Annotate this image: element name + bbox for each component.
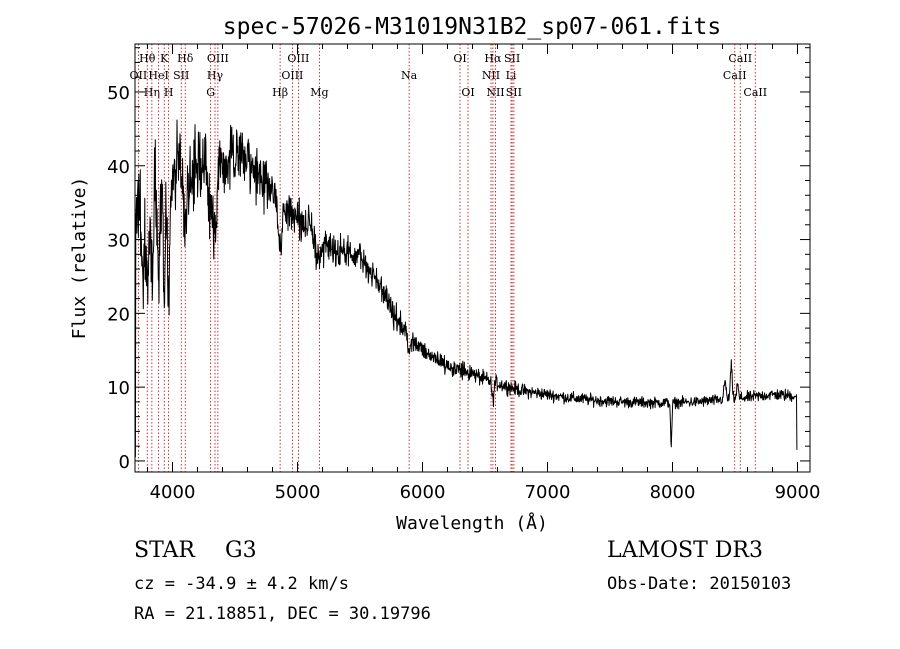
y-tick-label-3: 30 xyxy=(107,231,130,252)
y-tick-label-1: 10 xyxy=(107,378,130,399)
line-label-18: Hα xyxy=(484,52,502,65)
y-tick-label-4: 40 xyxy=(107,157,130,178)
redshift-label: cz = -34.9 ± 4.2 km/s xyxy=(134,574,349,594)
object-class: STAR xyxy=(134,538,195,563)
line-label-26: CaII xyxy=(743,86,767,99)
y-tick-label-2: 20 xyxy=(107,304,130,325)
line-label-8: OIII xyxy=(207,52,229,65)
line-label-23: SII xyxy=(506,86,522,99)
line-label-19: NII xyxy=(482,69,500,82)
x-tick-label-1: 5000 xyxy=(275,482,321,503)
x-axis-label: Wavelength (Å) xyxy=(396,512,548,534)
y-axis-label: Flux (relative) xyxy=(69,177,90,340)
line-label-7: Hδ xyxy=(177,52,194,65)
line-label-6: SII xyxy=(173,69,189,82)
radec-label: RA = 21.18851, DEC = 30.19796 xyxy=(134,604,431,624)
line-label-10: G xyxy=(206,86,215,99)
emission-line-markers: Hθ OII Hη HeI K H SII Hδ OIII Hγ G Hβ OIII OIII Mg Na OI… xyxy=(130,44,767,472)
line-label-15: Na xyxy=(401,69,418,82)
line-label-9: Hγ xyxy=(207,69,224,82)
plot-frame xyxy=(134,43,811,473)
x-tick-label-4: 8000 xyxy=(650,482,696,503)
object-class-label: STAR G3 xyxy=(134,538,257,563)
spectrum-series xyxy=(134,119,798,458)
line-label-21: SII xyxy=(504,52,520,65)
line-label-0: Hθ xyxy=(139,52,156,65)
line-label-25: CaII xyxy=(723,69,747,82)
spectrum-chart: spec-57026-M31019N31B2_sp07-061.fits Hθ O… xyxy=(69,14,820,534)
y-tick-label-0: 0 xyxy=(119,452,130,473)
line-label-14: Mg xyxy=(310,86,328,99)
object-subclass: G3 xyxy=(225,538,257,563)
y-tick-label-5: 50 xyxy=(107,83,130,104)
line-label-3: HeI xyxy=(148,69,168,82)
line-label-11: Hβ xyxy=(272,86,288,99)
x-tick-label-0: 4000 xyxy=(150,482,196,503)
line-label-20: NII xyxy=(486,86,504,99)
line-label-13: OIII xyxy=(281,69,303,82)
line-label-22: Li xyxy=(506,69,517,82)
x-tick-label-3: 7000 xyxy=(525,482,571,503)
chart-title: spec-57026-M31019N31B2_sp07-061.fits xyxy=(223,14,722,40)
line-label-5: H xyxy=(164,86,174,99)
line-label-17: OI xyxy=(461,86,474,99)
line-label-24: CaII xyxy=(728,52,752,65)
line-label-1: OII xyxy=(130,69,148,82)
survey-label: LAMOST DR3 xyxy=(607,538,763,563)
x-tick-label-2: 6000 xyxy=(400,482,446,503)
line-label-12: OIII xyxy=(287,52,309,65)
line-label-4: K xyxy=(160,52,169,65)
line-label-2: Hη xyxy=(144,86,160,99)
axis-ticks: 4000 5000 6000 7000 8000 9000 0 10 20 30 40 50 xyxy=(107,44,820,503)
x-tick-label-5: 9000 xyxy=(775,482,821,503)
spectrum-line xyxy=(134,119,798,458)
obs-date-label: Obs-Date: 20150103 xyxy=(607,574,792,594)
line-label-16: OI xyxy=(453,52,466,65)
